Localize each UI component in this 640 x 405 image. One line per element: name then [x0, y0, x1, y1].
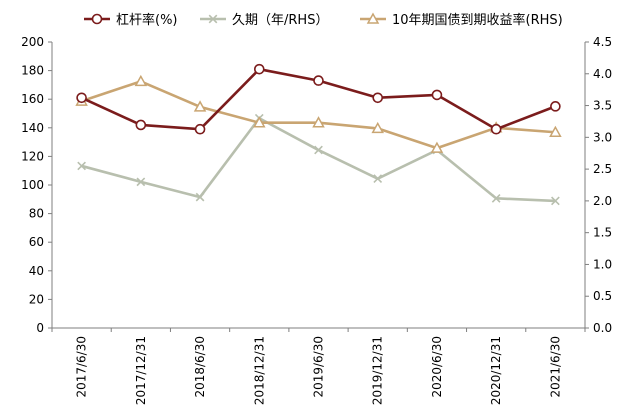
right-tick-label: 4.5 [593, 35, 612, 49]
data-point-0-5 [372, 92, 384, 104]
left-tick-label: 140 [21, 121, 44, 135]
data-point-1-4 [314, 145, 323, 155]
series-2 [75, 74, 562, 153]
data-point-2-2 [193, 100, 207, 112]
data-point-2-6 [430, 141, 444, 153]
data-point-1-2 [195, 192, 205, 202]
x-tick-label: 2020/12/31 [489, 336, 503, 405]
data-point-2-3 [253, 116, 266, 128]
x-tick-label: 2018/12/31 [252, 336, 266, 405]
legend-entry-0: 杠杆率(%) [84, 12, 178, 28]
legend-label: 杠杆率(%) [116, 12, 178, 28]
data-point-2-1 [134, 74, 148, 87]
right-tick-label: 4.0 [593, 67, 612, 81]
data-point-0-3 [253, 63, 265, 75]
data-point-2-5 [371, 121, 384, 134]
data-point-2-4 [312, 116, 325, 128]
legend-entry-1: 久期（年/RHS） [200, 13, 328, 28]
left-tick-label: 60 [29, 235, 44, 249]
legend-swatch-marker [366, 12, 380, 24]
series-line-2 [81, 80, 556, 150]
right-tick-label: 1.0 [593, 257, 612, 271]
legend-label: 久期（年/RHS） [232, 13, 328, 28]
legend-swatch-marker [91, 13, 103, 25]
x-tick-label: 2021/6/30 [548, 336, 562, 398]
data-point-1-8 [551, 196, 560, 206]
x-tick-label: 2019/6/30 [312, 336, 326, 398]
left-tick-label: 40 [29, 264, 44, 278]
data-point-0-0 [76, 92, 87, 104]
series-1 [77, 113, 560, 206]
data-point-1-7 [491, 193, 501, 203]
right-tick-label: 2.0 [593, 194, 612, 208]
left-tick-label: 20 [29, 292, 44, 306]
x-tick-label: 2017/6/30 [75, 336, 89, 398]
left-tick-label: 100 [21, 178, 44, 192]
right-tick-label: 3.0 [593, 130, 612, 144]
left-tick-label: 0 [36, 321, 44, 335]
right-tick-label: 0.0 [593, 321, 612, 335]
series-0 [76, 63, 561, 135]
left-tick-label: 200 [21, 35, 44, 49]
axes: 0 20 40 60 80 100 120 140 160 180 200 0.0 0.5 1.0 1.5 2… [21, 35, 612, 405]
left-tick-label: 80 [29, 207, 44, 221]
right-tick-label: 0.5 [593, 289, 612, 303]
data-point-0-7 [490, 123, 502, 135]
data-point-0-6 [431, 89, 443, 101]
legend-swatch-marker [208, 14, 218, 24]
data-point-0-2 [194, 123, 206, 135]
data-point-1-1 [136, 177, 146, 187]
right-tick-label: 1.5 [593, 226, 612, 240]
data-point-0-4 [313, 75, 324, 86]
legend-label: 10年期国债到期收益率(RHS) [392, 12, 563, 28]
right-tick-label: 2.5 [593, 162, 612, 176]
left-tick-label: 180 [21, 64, 44, 78]
x-tick-label: 2020/6/30 [430, 336, 444, 398]
data-point-0-1 [135, 119, 147, 131]
data-point-1-0 [77, 161, 86, 171]
data-point-1-5 [373, 174, 383, 184]
data-point-2-8 [549, 125, 562, 137]
legend-entry-2: 10年期国债到期收益率(RHS) [360, 12, 563, 28]
x-tick-label: 2019/12/31 [371, 336, 385, 405]
data-point-0-8 [550, 101, 561, 112]
x-tick-label: 2017/12/31 [134, 336, 148, 405]
legend: 杠杆率(%) 久期（年/RHS） 10年期国债到期收益率(RHS) [84, 12, 563, 28]
left-tick-label: 120 [21, 149, 44, 163]
x-tick-label: 2018/6/30 [193, 336, 207, 398]
left-tick-label: 160 [21, 92, 44, 106]
series-layer [75, 63, 562, 206]
right-tick-label: 3.5 [593, 99, 612, 113]
